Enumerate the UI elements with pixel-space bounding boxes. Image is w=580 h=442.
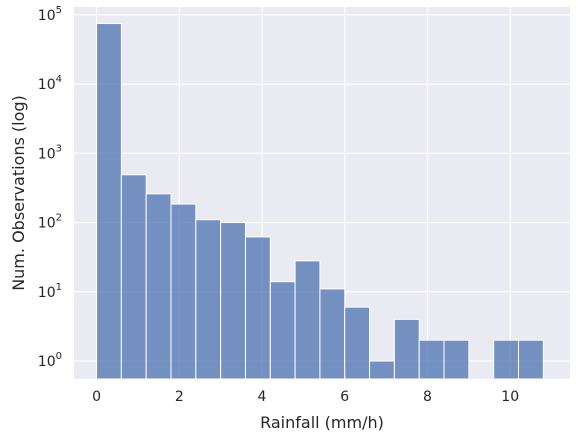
histogram-bar (244, 236, 271, 380)
y-tick-label: 102 (38, 213, 62, 232)
x-tick-label: 8 (423, 389, 432, 405)
x-tick-label: 10 (501, 389, 519, 405)
histogram-bar (493, 339, 519, 380)
histogram-bar (294, 260, 321, 380)
histogram-bar (170, 203, 197, 380)
histogram-bar (96, 23, 122, 380)
y-tick-label: 105 (38, 5, 62, 24)
histogram-bar (145, 193, 172, 380)
x-tick-label: 0 (92, 389, 101, 405)
histogram-bar (344, 306, 371, 380)
y-axis-label: Num. Observations (log) (9, 95, 28, 291)
x-tick-label: 6 (340, 389, 349, 405)
y-tick-label: 100 (38, 351, 62, 370)
histogram-bars (96, 23, 544, 380)
x-tick-label: 4 (258, 389, 267, 405)
histogram-bar (393, 318, 420, 380)
y-tick-label: 104 (38, 74, 62, 93)
histogram-bar (220, 222, 246, 380)
histogram-bar (120, 174, 147, 380)
y-tick-labels: 100 101 102 103 104 105 (38, 5, 62, 370)
histogram-bar (418, 339, 445, 380)
histogram-bar (195, 219, 222, 380)
histogram-bar (443, 339, 470, 380)
x-tick-labels: 0 2 4 6 8 10 (92, 389, 519, 405)
x-tick-label: 2 (175, 389, 184, 405)
y-tick-label: 101 (38, 282, 62, 301)
histogram-bar (369, 360, 395, 380)
x-axis-label: Rainfall (mm/h) (260, 413, 384, 432)
histogram-bar (517, 339, 544, 380)
histogram-bar (319, 288, 346, 380)
histogram-bar (269, 281, 296, 380)
y-tick-label: 103 (38, 143, 62, 162)
